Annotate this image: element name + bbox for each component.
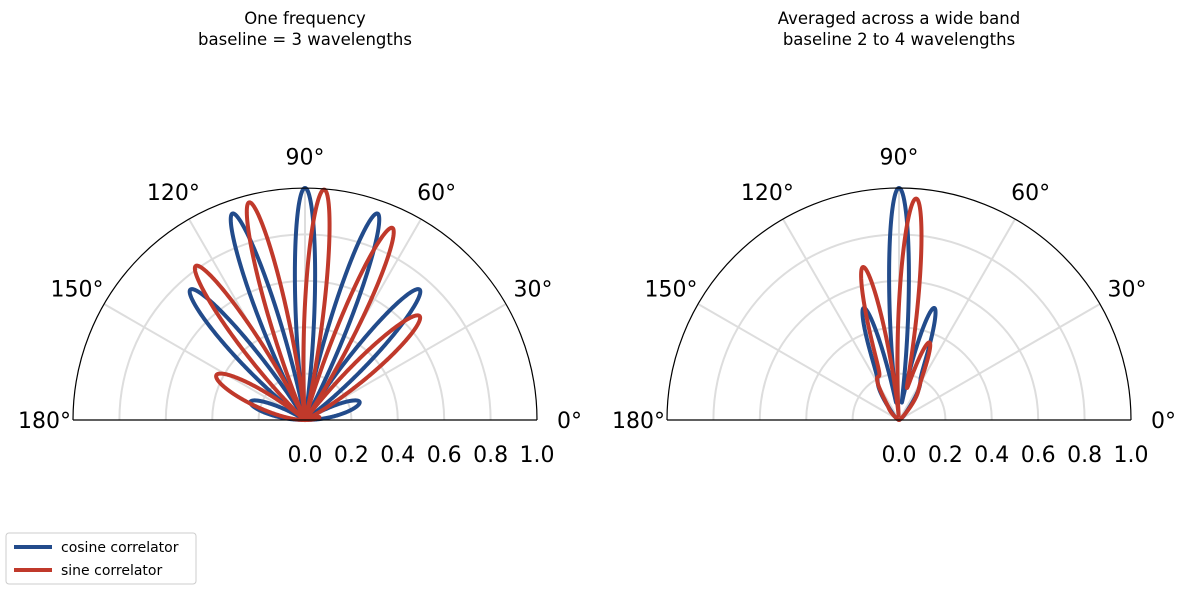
- r-tick-label: 1.0: [520, 443, 555, 468]
- r-tick-label: 0.4: [974, 443, 1009, 468]
- theta-tick-label: 30°: [1108, 277, 1147, 302]
- r-tick-label: 0.6: [427, 443, 462, 468]
- theta-tick-label: 120°: [147, 181, 200, 206]
- r-tick-label: 0.2: [334, 443, 369, 468]
- theta-tick-label: 180°: [612, 409, 665, 434]
- sine-series-line: [859, 196, 933, 422]
- r-tick-label: 0.8: [473, 443, 508, 468]
- legend-label: cosine correlator: [61, 540, 179, 556]
- theta-tick-label: 60°: [1011, 181, 1050, 206]
- theta-gridline: [697, 303, 900, 421]
- theta-tick-label: 150°: [50, 277, 103, 302]
- r-tick-label: 0.2: [928, 443, 963, 468]
- legend-box: [5, 532, 197, 585]
- chart-title-line: Averaged across a wide band: [778, 9, 1020, 28]
- r-tick-label: 0.6: [1021, 443, 1056, 468]
- chart-title-line: baseline 2 to 4 wavelengths: [783, 30, 1015, 49]
- theta-gridline: [103, 303, 306, 421]
- legend-label: sine correlator: [61, 563, 162, 579]
- theta-tick-label: 60°: [417, 181, 456, 206]
- chart-title-line: baseline = 3 wavelengths: [198, 30, 412, 49]
- polar-frame-arc: [72, 187, 538, 421]
- polar-chart-single-frequency: One frequency baseline = 3 wavelengths 0° 3…: [18, 9, 582, 468]
- r-tick-label: 0.8: [1067, 443, 1102, 468]
- polar-chart-band-averaged: Averaged across a wide band baseline 2 to…: [612, 9, 1176, 468]
- r-tick-label: 0.0: [882, 443, 917, 468]
- theta-gridline: [898, 303, 1101, 421]
- theta-tick-label: 90°: [880, 146, 919, 171]
- r-tick-label: 0.4: [380, 443, 415, 468]
- r-tick-label: 0.0: [288, 443, 323, 468]
- theta-tick-label: 90°: [286, 146, 325, 171]
- theta-tick-label: 30°: [514, 277, 553, 302]
- r-tick-label: 1.0: [1114, 443, 1149, 468]
- theta-tick-label: 0°: [557, 409, 582, 434]
- theta-tick-label: 0°: [1151, 409, 1176, 434]
- theta-tick-label: 180°: [18, 409, 71, 434]
- theta-tick-label: 150°: [644, 277, 697, 302]
- theta-tick-label: 120°: [741, 181, 794, 206]
- polar-frame-arc: [666, 187, 1132, 421]
- chart-title-line: One frequency: [244, 9, 366, 28]
- sine-series-line: [192, 187, 423, 422]
- legend: cosine correlator sine correlator: [5, 532, 197, 585]
